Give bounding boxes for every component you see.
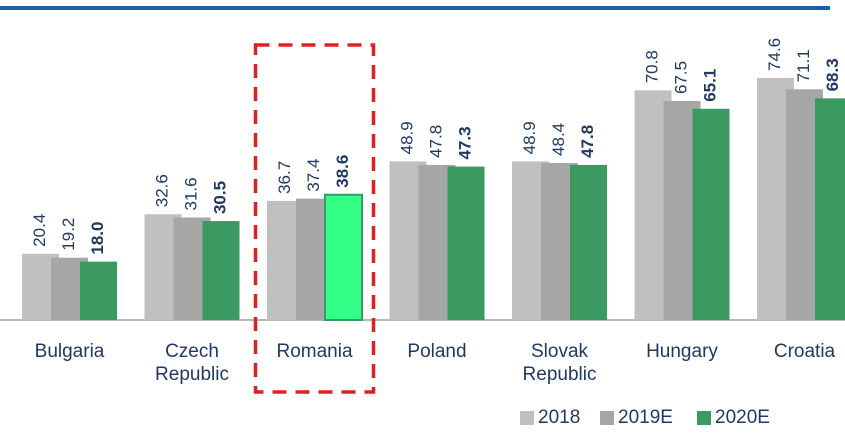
data-label: 48.9 [520, 121, 539, 154]
data-label: 74.6 [765, 38, 784, 71]
legend-label: 2020E [715, 407, 770, 428]
data-label: 19.2 [59, 218, 78, 251]
x-tick-label: Czech Republic [155, 341, 229, 385]
data-label: 37.4 [304, 159, 323, 192]
x-tick-label: Hungary [646, 341, 718, 362]
top-rule [0, 6, 830, 10]
x-tick-label: Romania [276, 341, 353, 362]
highlight-box [253, 43, 376, 394]
legend-item: 2019E [600, 407, 673, 429]
bar [202, 221, 240, 320]
bar [570, 164, 607, 320]
x-tick-label: Slovak Republic [522, 341, 597, 385]
data-label: 20.4 [30, 214, 49, 247]
x-tick-label: Bulgaria [34, 341, 105, 362]
data-label: 47.8 [426, 125, 445, 158]
data-label: 71.1 [794, 49, 813, 82]
legend-swatch [697, 411, 711, 425]
data-label: 47.8 [578, 125, 597, 158]
data-label: 38.6 [333, 155, 352, 188]
x-tick-label: Croatia [773, 341, 836, 362]
data-label: 18.0 [88, 222, 107, 255]
legend-item: 2020E [697, 407, 770, 429]
data-label: 67.5 [671, 61, 690, 94]
data-label: 47.3 [455, 126, 474, 159]
data-label: 32.6 [152, 174, 171, 207]
data-label: 30.5 [210, 181, 229, 214]
legend-swatch [520, 411, 534, 425]
x-tick-label: Poland [407, 341, 467, 362]
data-label: 31.6 [181, 177, 200, 210]
bar [692, 108, 730, 320]
data-label: 36.7 [275, 161, 294, 194]
bar [324, 193, 363, 322]
legend-item: 2018 [520, 407, 580, 429]
bar [447, 166, 485, 320]
bar [80, 261, 117, 320]
legend-swatch [600, 411, 614, 425]
data-label: 65.1 [700, 69, 719, 102]
data-label: 68.3 [823, 58, 842, 91]
data-label: 48.4 [549, 123, 568, 156]
data-label: 70.8 [642, 50, 661, 83]
legend-label: 2018 [538, 407, 581, 428]
data-label: 48.9 [397, 121, 416, 154]
legend-label: 2019E [618, 407, 673, 428]
bar [815, 98, 845, 320]
